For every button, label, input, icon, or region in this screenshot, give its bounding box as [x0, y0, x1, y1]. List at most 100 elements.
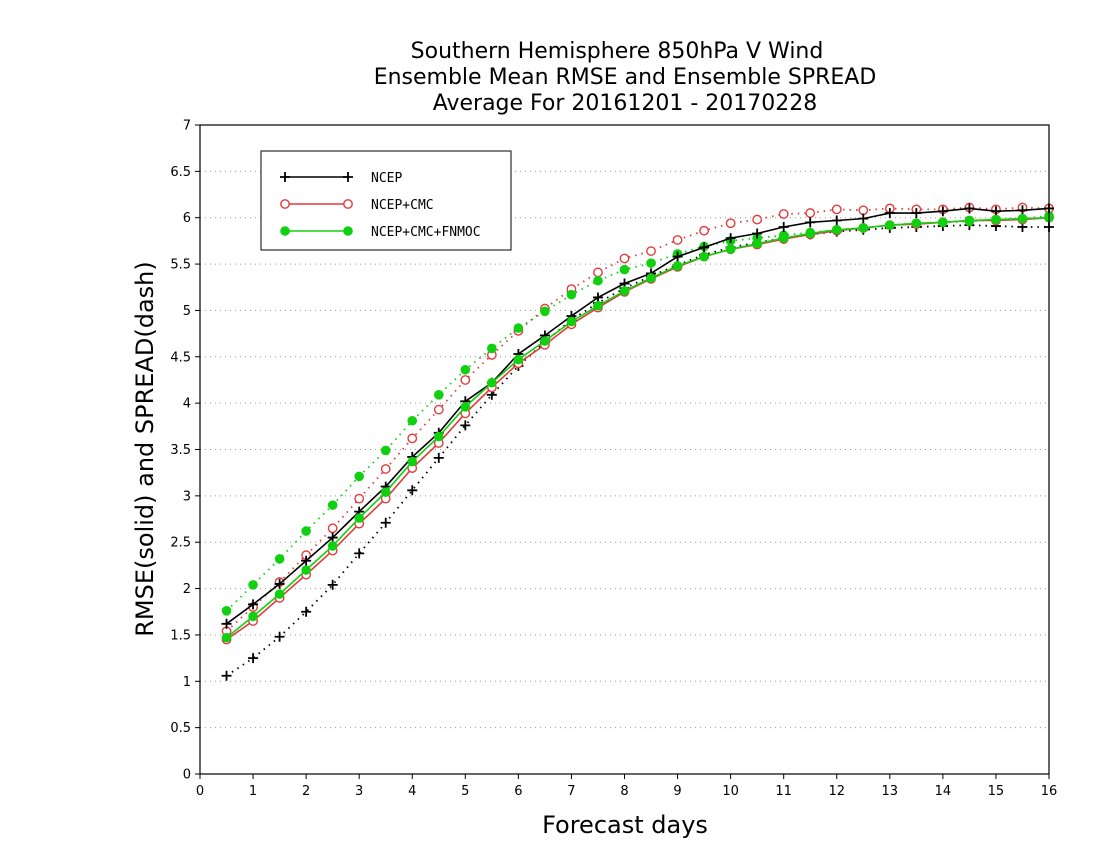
spread-point: [301, 606, 312, 617]
rmse-line: [226, 207, 1050, 625]
spread-point: [672, 235, 683, 245]
y-tick-label: 6: [183, 211, 191, 226]
x-tick-label: 16: [1041, 784, 1058, 799]
spread-point: [460, 364, 471, 375]
spread-point: [831, 204, 842, 215]
rmse-point: [911, 218, 922, 229]
x-tick-label: 15: [988, 784, 1005, 799]
spread-point: [221, 606, 232, 616]
spread-point: [407, 485, 418, 496]
spread-point: [327, 500, 338, 510]
spread-line: [226, 224, 1049, 677]
rmse-point: [725, 244, 736, 255]
y-tick-label: 0.5: [170, 721, 191, 736]
rmse-point: [248, 599, 259, 610]
rmse-point: [513, 354, 524, 365]
spread-point: [433, 404, 444, 415]
rmse-point: [672, 251, 683, 262]
y-tick-label: 7: [183, 119, 191, 134]
y-tick-label: 3: [183, 489, 191, 504]
series-2-spread: [221, 202, 1054, 637]
spread-point: [248, 580, 258, 590]
spread-point: [354, 471, 364, 482]
spread-point: [778, 209, 789, 219]
chart-title: Southern Hemisphere 850hPa V Wind Ensemb…: [374, 39, 877, 116]
spread-point: [380, 445, 391, 456]
spread-point: [619, 264, 630, 275]
title-line-1: Southern Hemisphere 850hPa V Wind: [411, 39, 824, 64]
spread-point: [274, 631, 285, 642]
y-tick-label: 2: [183, 582, 191, 597]
spread-point: [752, 214, 763, 225]
rmse-point: [301, 565, 311, 575]
rmse-point: [460, 402, 471, 412]
spread-point: [593, 275, 603, 286]
y-axis-label: RMSE(solid) and SPREAD(dash): [131, 261, 159, 637]
x-tick-label: 7: [567, 784, 575, 799]
rmse-point: [752, 228, 763, 239]
rmse-point: [990, 206, 1001, 217]
rmse-point: [221, 618, 232, 629]
legend-label: NCEP+CMC+FNMOC: [371, 225, 481, 240]
rmse-point: [274, 589, 285, 599]
spread-line: [225, 214, 1050, 612]
spread-point: [460, 420, 471, 431]
rmse-point: [858, 213, 869, 224]
series-layer: [221, 202, 1054, 681]
spread-point: [646, 258, 656, 268]
x-tick-label: 11: [775, 784, 792, 799]
spread-point: [354, 548, 365, 559]
spread-point: [221, 670, 232, 681]
x-axis: 0 1 2 3 4 5 6 7 8 9 10 11 12 13 14 15 16: [196, 774, 1057, 799]
rmse-point: [248, 611, 258, 622]
rmse-point: [964, 215, 975, 226]
rmse-point: [778, 221, 789, 232]
x-tick-label: 1: [249, 784, 257, 799]
rmse-point: [991, 214, 1001, 225]
spread-point: [301, 526, 311, 536]
spread-point: [380, 517, 391, 528]
spread-point: [433, 452, 444, 463]
spread-line: [225, 206, 1050, 632]
legend-item: NCEP+CMC: [280, 198, 434, 213]
rmse-point: [301, 555, 312, 566]
x-tick-label: 2: [302, 784, 310, 799]
rmse-point: [911, 208, 922, 219]
spread-point: [407, 433, 418, 444]
y-tick-label: 1.5: [170, 628, 191, 643]
rmse-point: [699, 251, 709, 262]
spread-point: [407, 415, 418, 426]
x-tick-label: 13: [882, 784, 899, 799]
spread-point: [433, 389, 444, 400]
x-tick-label: 0: [196, 784, 204, 799]
spread-point: [487, 343, 497, 354]
rmse-point: [805, 217, 816, 228]
rmse-point: [487, 377, 497, 388]
rmse-point: [593, 300, 603, 311]
legend-item: NCEP+CMC+FNMOC: [280, 225, 481, 240]
series-3-spread: [221, 211, 1054, 616]
rmse-point: [937, 206, 948, 217]
x-tick-label: 10: [722, 784, 739, 799]
rmse-line: [226, 216, 1050, 639]
title-line-3: Average For 20161201 - 20170228: [433, 91, 818, 116]
rmse-point: [566, 316, 577, 327]
y-tick-label: 5: [183, 304, 191, 319]
rmse-point: [407, 456, 418, 467]
rmse-point: [540, 336, 550, 346]
rmse-point: [1017, 205, 1028, 216]
rmse-point: [752, 238, 762, 249]
y-tick-label: 2.5: [170, 536, 191, 551]
spread-point: [566, 289, 577, 300]
spread-point: [354, 493, 365, 504]
rmse-point: [619, 286, 630, 296]
x-tick-label: 4: [408, 784, 416, 799]
rmse-point: [858, 223, 869, 233]
x-axis-label: Forecast days: [542, 811, 708, 839]
legend-label: NCEP+CMC: [371, 198, 434, 213]
legend-marker: [280, 199, 290, 209]
series-3-rmse: [221, 212, 1054, 643]
rmse-point: [938, 217, 948, 228]
rmse-point: [327, 541, 338, 551]
